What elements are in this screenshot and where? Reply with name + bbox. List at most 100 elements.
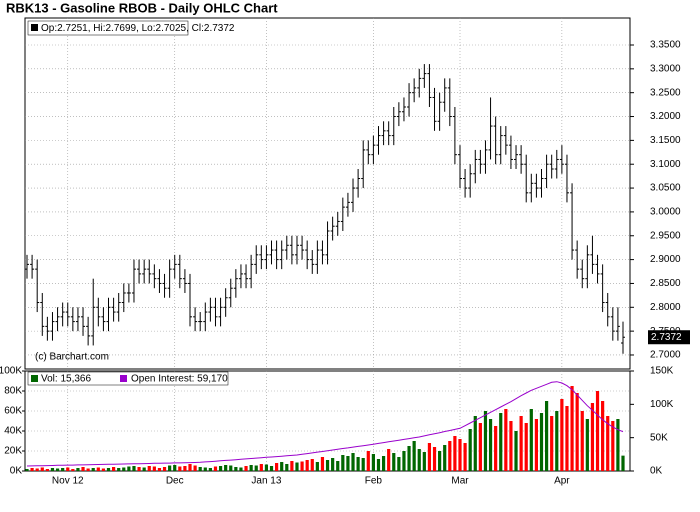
volume-bar: [198, 467, 202, 471]
volume-bar: [580, 411, 584, 471]
volume-bar: [336, 461, 340, 471]
volume-bar: [478, 423, 482, 471]
y-tick-label: 3.1000: [650, 159, 681, 170]
volume-bar: [351, 453, 355, 471]
x-tick-label: Apr: [554, 476, 570, 487]
volume-bar: [590, 403, 595, 471]
volume-bar: [468, 429, 472, 471]
volume-bar: [422, 452, 426, 471]
volume-bar: [127, 466, 131, 471]
volume-bar: [412, 441, 416, 471]
y-tick-label: 80K: [4, 386, 22, 397]
y-tick-label: 100K: [0, 366, 22, 377]
volume-bar: [616, 419, 620, 471]
volume-bar: [320, 457, 325, 471]
volume-panel: [24, 370, 631, 472]
volume-bar: [234, 467, 238, 471]
volume-bar: [55, 468, 60, 471]
last-price-label: 2.7372: [651, 332, 682, 343]
y-tick-label: 3.1500: [650, 135, 681, 146]
volume-bar: [483, 411, 488, 471]
volume-bar: [137, 467, 141, 471]
volume-bar: [275, 463, 279, 471]
volume-bar: [96, 467, 100, 471]
volume-bar: [229, 465, 233, 471]
volume-bar: [45, 469, 49, 471]
volume-bar: [463, 443, 467, 471]
volume-bar: [504, 409, 508, 471]
volume-bar: [254, 465, 258, 471]
volume-bar: [443, 445, 447, 471]
legend-swatch: [31, 375, 38, 382]
volume-bar: [371, 454, 375, 471]
volume-bar: [101, 468, 106, 471]
y-tick-label: 2.8500: [650, 278, 681, 289]
volume-bar: [519, 416, 523, 471]
y-tick-label: 3.0000: [650, 207, 681, 218]
volume-bar: [473, 416, 477, 471]
volume-bar: [524, 423, 528, 471]
legend-label: Open Interest: 59,170: [131, 374, 228, 385]
volume-bar: [106, 468, 111, 471]
y-tick-label: 2.8000: [650, 302, 681, 313]
volume-bar: [117, 468, 121, 471]
volume-bar: [203, 467, 207, 471]
volume-bar: [50, 468, 55, 471]
volume-bar: [453, 436, 457, 471]
y-tick-label: 3.3500: [650, 40, 681, 51]
volume-bar: [35, 468, 39, 471]
legend-swatch: [31, 24, 38, 31]
y-tick-label: 3.2000: [650, 111, 681, 122]
volume-bar: [570, 386, 574, 471]
volume-bar: [111, 467, 116, 471]
volume-bar: [361, 458, 365, 471]
volume-bar: [341, 455, 345, 471]
y-tick-label: 2.9500: [650, 230, 681, 241]
volume-bar: [249, 465, 253, 471]
volume-bar: [601, 401, 605, 471]
x-tick-label: Jan 13: [251, 476, 281, 487]
volume-bar: [539, 413, 544, 471]
y-tick-label: 3.0500: [650, 183, 681, 194]
volume-bar: [295, 462, 299, 471]
x-tick-label: Mar: [451, 476, 469, 487]
volume-bar: [157, 468, 162, 471]
volume-bar: [183, 466, 187, 471]
x-tick-label: Feb: [365, 476, 383, 487]
y2-tick-label: 0K: [650, 466, 663, 477]
volume-bar: [381, 456, 386, 471]
legend-swatch: [120, 375, 127, 382]
volume-bar: [61, 468, 65, 471]
volume-bar: [188, 464, 192, 471]
volume-bar: [86, 468, 90, 471]
volume-bar: [264, 464, 269, 471]
y-tick-label: 40K: [4, 426, 22, 437]
volume-bar: [152, 466, 156, 471]
volume-bar: [269, 466, 274, 471]
volume-bar: [555, 411, 559, 471]
volume-bar: [208, 468, 212, 471]
volume-bar: [448, 441, 452, 471]
volume-bar: [544, 401, 549, 471]
y-tick-label: 3.3000: [650, 63, 681, 74]
y-tick-label: 0K: [10, 466, 23, 477]
volume-bar: [305, 460, 309, 471]
volume-bar: [218, 466, 223, 471]
volume-bar: [91, 468, 95, 471]
price-panel: [24, 17, 631, 370]
y-tick-label: 2.7000: [650, 350, 681, 361]
volume-bar: [392, 453, 396, 471]
y-tick-label: 3.2500: [650, 87, 681, 98]
volume-bar: [315, 462, 319, 471]
volume-bar: [178, 466, 182, 471]
volume-bar: [458, 439, 462, 471]
volume-bar: [162, 467, 167, 471]
y2-tick-label: 50K: [650, 432, 668, 443]
volume-bar: [76, 468, 80, 471]
volume-bar: [81, 467, 85, 471]
volume-bar: [494, 426, 498, 471]
volume-bar: [25, 469, 29, 471]
watermark: (c) Barchart.com: [35, 352, 109, 363]
